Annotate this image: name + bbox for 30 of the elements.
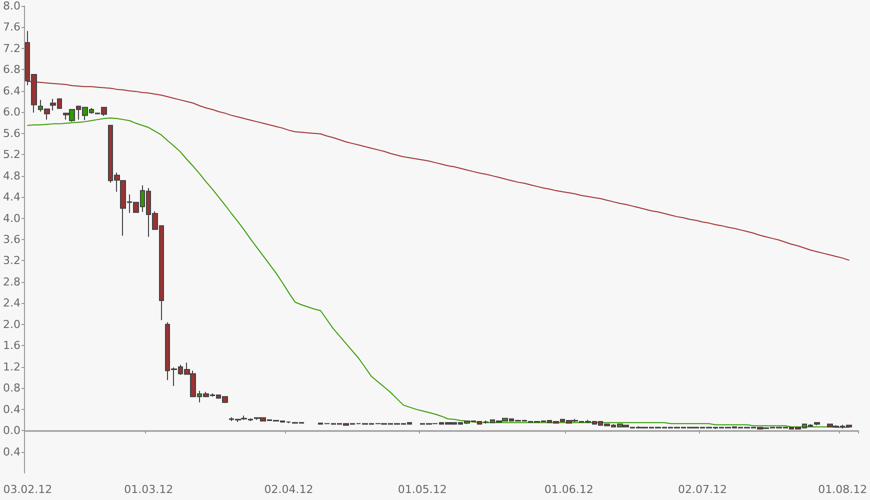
y-tick-label: 0.4	[2, 402, 20, 416]
y-tick-label: 2.4	[2, 296, 20, 310]
y-tick-label: 0.8	[2, 382, 20, 395]
y-tick-label: 4.4	[2, 190, 20, 204]
y-tick-label: 3.6	[2, 233, 20, 246]
y-tick-label: 6.8	[2, 63, 20, 76]
x-tick-label: 02.07.12	[678, 483, 728, 496]
x-tick-label: 01.05.12	[398, 483, 447, 496]
y-tick-label: 8.0	[2, 0, 20, 12]
y-tick-label: 4.8	[2, 169, 20, 182]
y-tick-label: 5.6	[2, 126, 20, 140]
y-tick-label: 1.2	[2, 360, 20, 374]
candlestick	[814, 422, 820, 426]
y-tick-label: 6.4	[2, 84, 20, 98]
x-tick-label: 01.06.12	[544, 483, 594, 496]
y-tick-label: 1.6	[2, 339, 20, 352]
y-tick-label: 3.2	[2, 254, 20, 268]
y-tick-label: 2.8	[2, 275, 20, 288]
y-tick-label: 5.2	[2, 148, 20, 162]
y-tick-label: 0.0	[2, 424, 20, 438]
x-tick-label: 01.03.12	[124, 483, 174, 496]
x-tick-label: 02.04.12	[264, 483, 314, 496]
y-tick-label: 0.4	[2, 445, 20, 458]
y-tick-label: 4.0	[2, 212, 20, 225]
x-tick-label: 03.02.12	[3, 483, 52, 496]
y-tick-label: 2.0	[2, 318, 20, 331]
y-tick-label: 6.0	[2, 106, 20, 119]
y-tick-label: 7.6	[2, 20, 20, 34]
x-tick-label: 01.08.12	[818, 483, 868, 496]
y-tick-label: 7.2	[2, 42, 20, 55]
